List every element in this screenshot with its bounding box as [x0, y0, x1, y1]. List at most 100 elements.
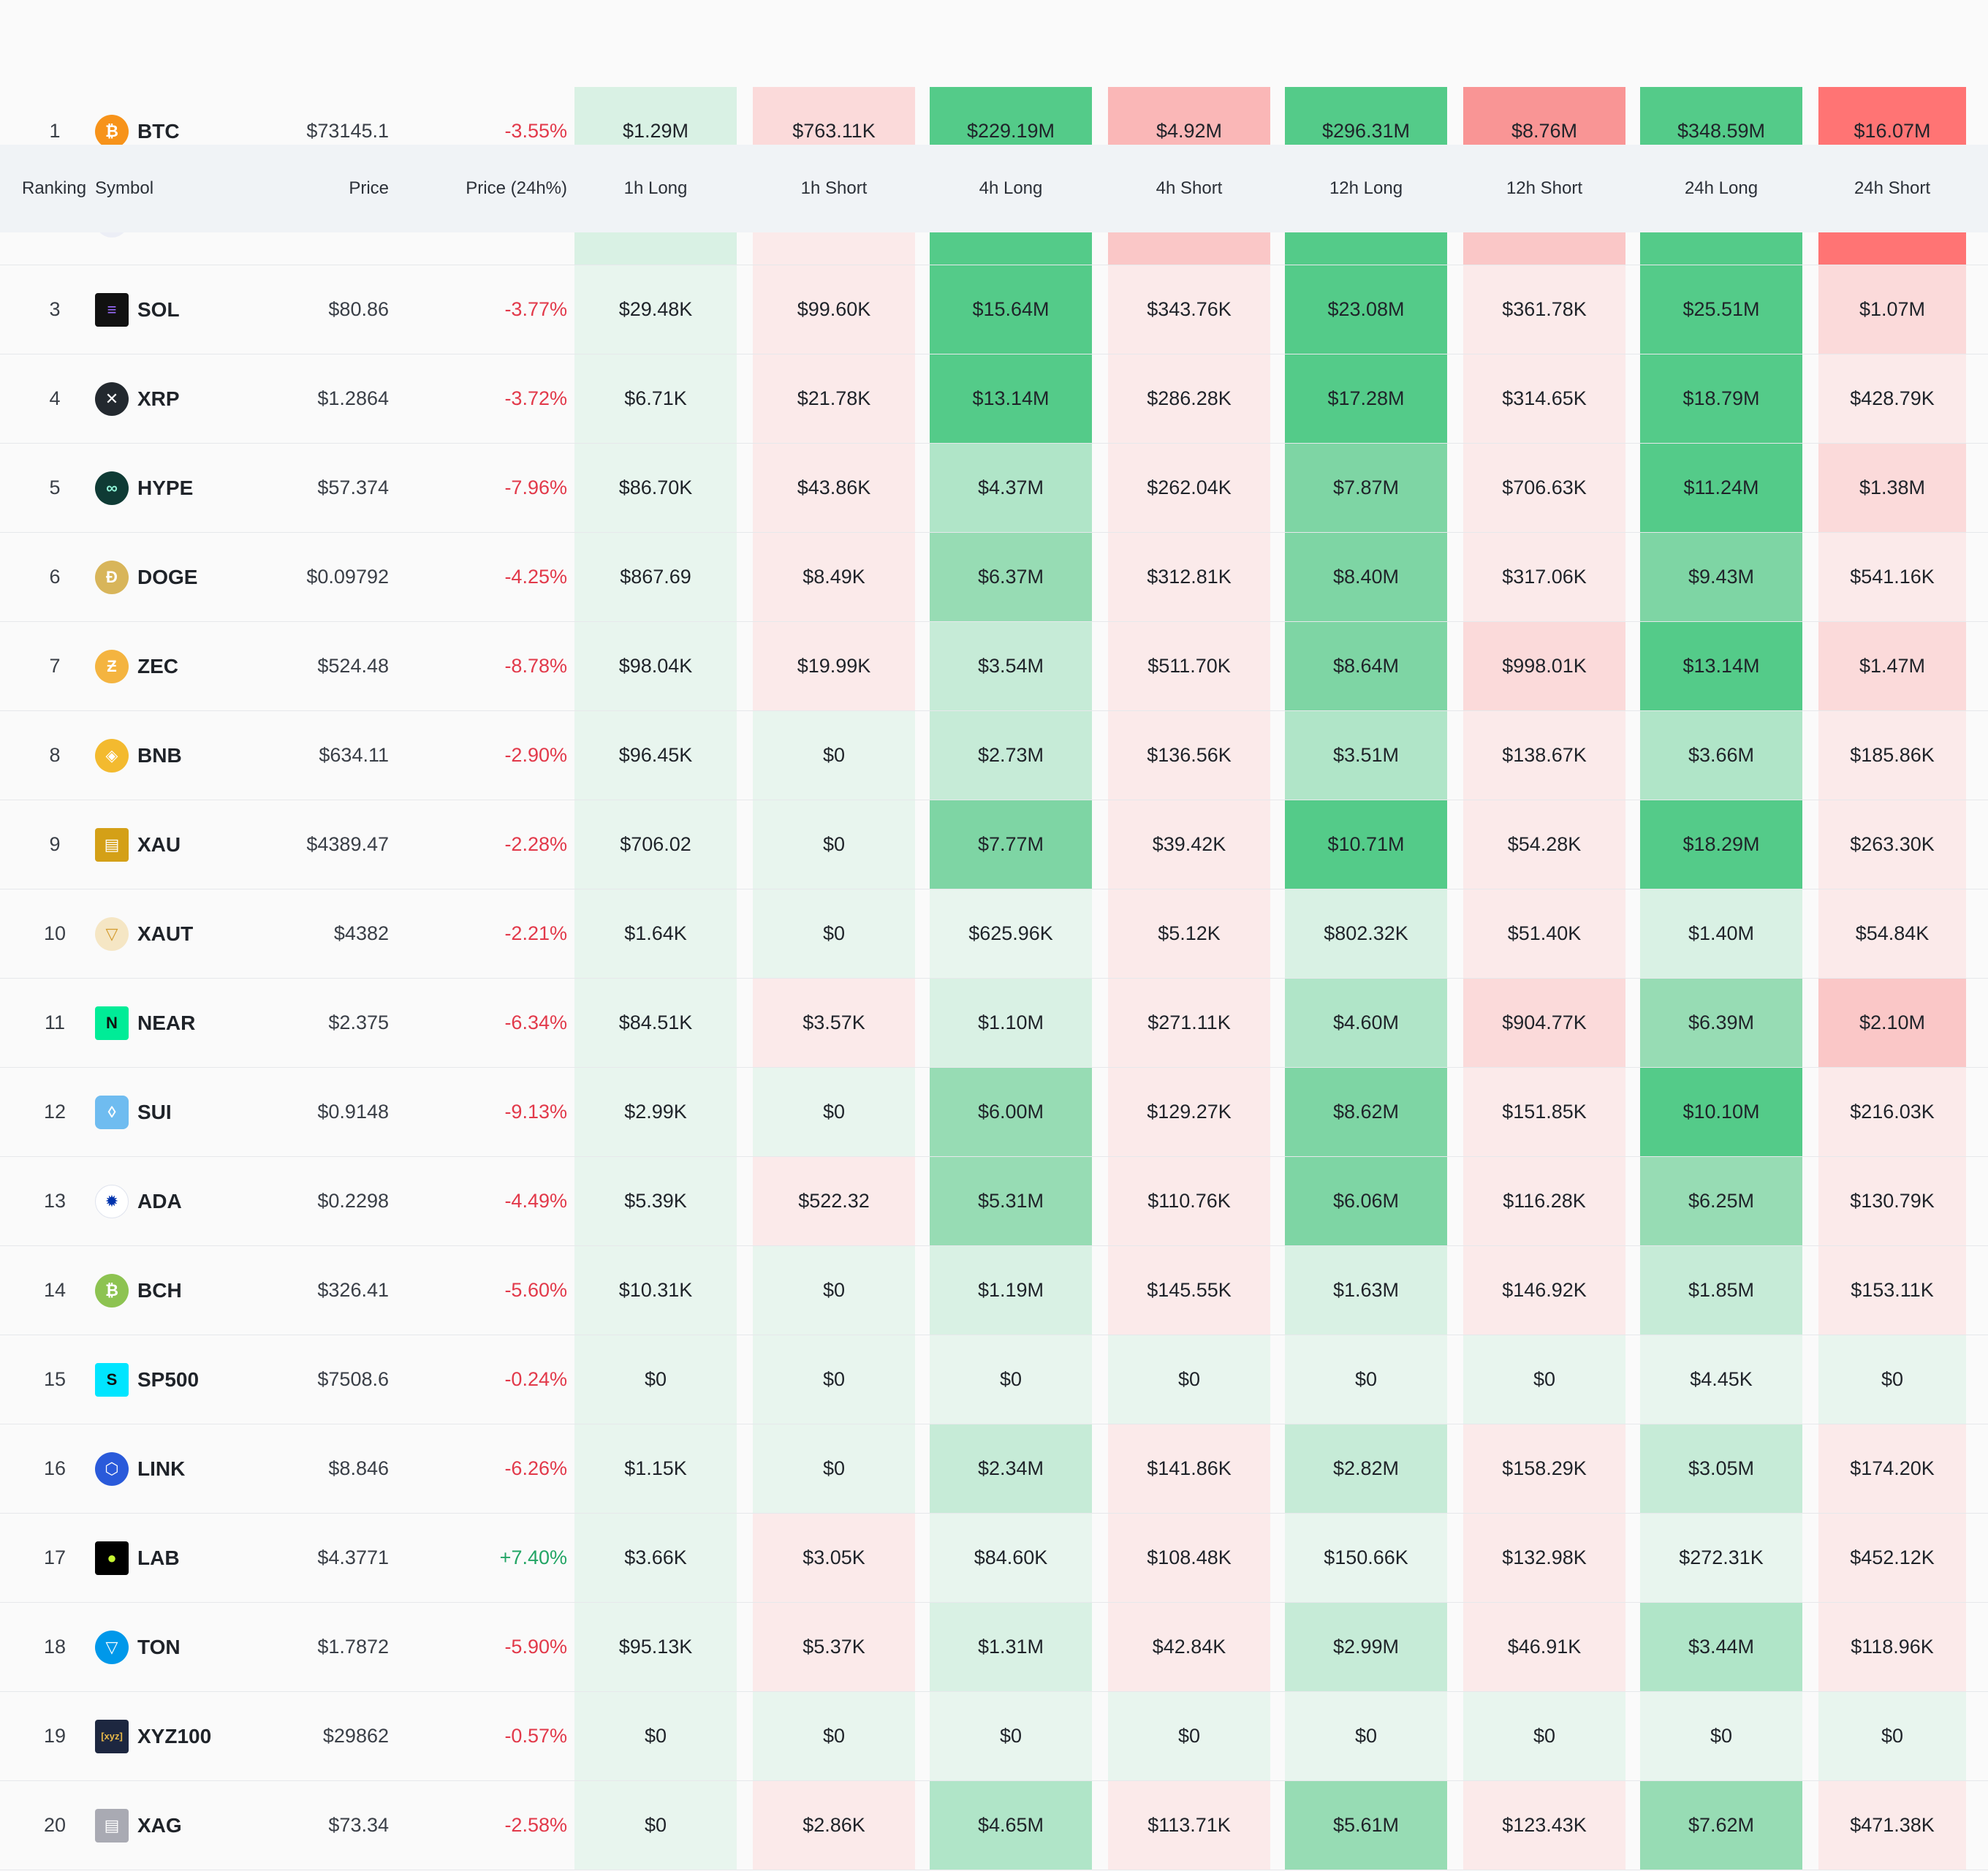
symbol-cell[interactable]: ₿ BTC: [95, 87, 278, 175]
price-change-cell: +7.40%: [499, 1546, 567, 1568]
table-row[interactable]: 6 Ð DOGE $0.09792 -4.25% $867.69 $8.49K $6.37M $…: [0, 533, 1988, 622]
table-row[interactable]: 7 Ƶ ZEC $524.48 -8.78% $98.04K $19.99K $3.54M $5…: [0, 622, 1988, 711]
rank-cell: 6: [49, 566, 61, 588]
table-row[interactable]: 10 ▽ XAUT $4382 -2.21% $1.64K $0 $625.96K $5.12K…: [0, 889, 1988, 979]
12h-long-cell: $8.64M: [1285, 622, 1447, 710]
4h-short-cell: $141.86K: [1108, 1424, 1270, 1513]
symbol-cell[interactable]: ✹ ADA: [95, 1157, 278, 1245]
symbol-label: LINK: [137, 1457, 186, 1480]
symbol-cell[interactable]: ₿ BCH: [95, 1246, 278, 1335]
table-row[interactable]: 19 [xyz] XYZ100 $29862 -0.57% $0 $0 $0 $0 $0 $0 $0 $…: [0, 1692, 1988, 1781]
1h-short-cell: $0: [753, 1335, 915, 1424]
24h-short-cell: $1.38M: [1818, 444, 1966, 532]
4h-long-cell: $1.10M: [930, 979, 1092, 1067]
symbol-cell[interactable]: ◊ SUI: [95, 1068, 278, 1156]
header-price[interactable]: Price: [349, 178, 389, 198]
symbol-cell[interactable]: N NEAR: [95, 979, 278, 1067]
symbol-cell[interactable]: ▤ XAU: [95, 800, 278, 889]
1h-long-cell: $706.02: [574, 800, 737, 889]
symbol-cell[interactable]: ◈ BNB: [95, 711, 278, 800]
symbol-cell[interactable]: ≡ SOL: [95, 265, 278, 354]
12h-short-cell: $904.77K: [1463, 979, 1625, 1067]
24h-short-cell: $185.86K: [1818, 711, 1966, 800]
24h-short-cell: $174.20K: [1818, 1424, 1966, 1513]
symbol-cell[interactable]: Ð DOGE: [95, 533, 278, 621]
ton-icon: ▽: [95, 1630, 129, 1664]
header-4h-long[interactable]: 4h Long: [979, 178, 1043, 198]
sol-icon: ≡: [95, 292, 129, 327]
1h-short-cell: $19.99K: [753, 622, 915, 710]
header-24h-long[interactable]: 24h Long: [1684, 178, 1759, 198]
table-row[interactable]: 13 ✹ ADA $0.2298 -4.49% $5.39K $522.32 $5.31M $1…: [0, 1157, 1988, 1246]
12h-short-cell: $116.28K: [1463, 1157, 1625, 1245]
table-row[interactable]: 16 ⬡ LINK $8.846 -6.26% $1.15K $0 $2.34M $141.86…: [0, 1424, 1988, 1514]
symbol-cell[interactable]: [xyz] XYZ100: [95, 1692, 278, 1780]
price-cell: $0.09792: [306, 566, 389, 588]
4h-short-cell: $39.42K: [1108, 800, 1270, 889]
header-1h-short[interactable]: 1h Short: [800, 178, 868, 198]
symbol-cell[interactable]: ▤ XAG: [95, 1781, 278, 1870]
price-cell: $4389.47: [306, 833, 389, 855]
table-header: Ranking Symbol Price Price (24h%) 1h Lon…: [0, 145, 1988, 232]
price-cell: $7508.6: [317, 1368, 389, 1390]
table-row[interactable]: 4 ✕ XRP $1.2864 -3.72% $6.71K $21.78K $13.14M $2…: [0, 354, 1988, 444]
12h-long-cell: $2.99M: [1285, 1603, 1447, 1691]
4h-short-cell: $129.27K: [1108, 1068, 1270, 1156]
1h-long-cell: $3.66K: [574, 1514, 737, 1602]
symbol-cell[interactable]: ✕ XRP: [95, 354, 278, 443]
header-12h-short[interactable]: 12h Short: [1506, 178, 1583, 198]
ada-icon: ✹: [95, 1184, 129, 1218]
4h-long-cell: $13.14M: [930, 354, 1092, 443]
table-row[interactable]: 17 ● LAB $4.3771 +7.40% $3.66K $3.05K $84.60K $1…: [0, 1514, 1988, 1603]
1h-long-cell: $0: [574, 1781, 737, 1870]
rank-cell: 8: [49, 744, 61, 766]
symbol-label: HYPE: [137, 477, 194, 499]
symbol-cell[interactable]: ● LAB: [95, 1514, 278, 1602]
header-symbol[interactable]: Symbol: [95, 178, 154, 198]
table-row[interactable]: 11 N NEAR $2.375 -6.34% $84.51K $3.57K $1.10M $2…: [0, 979, 1988, 1068]
symbol-cell[interactable]: ▽ TON: [95, 1603, 278, 1691]
price-change-cell: -6.26%: [504, 1457, 567, 1479]
symbol-cell[interactable]: Ƶ ZEC: [95, 622, 278, 710]
1h-long-cell: $1.15K: [574, 1424, 737, 1513]
price-change-cell: -3.55%: [504, 120, 567, 142]
1h-long-cell: $5.39K: [574, 1157, 737, 1245]
12h-long-cell: $2.82M: [1285, 1424, 1447, 1513]
header-price-change[interactable]: Price (24h%): [466, 178, 567, 198]
symbol-cell[interactable]: ⬡ LINK: [95, 1424, 278, 1513]
table-row[interactable]: 9 ▤ XAU $4389.47 -2.28% $706.02 $0 $7.77M $39.42…: [0, 800, 1988, 889]
1h-short-cell: $3.57K: [753, 979, 915, 1067]
header-ranking[interactable]: Ranking: [22, 178, 87, 198]
header-12h-long[interactable]: 12h Long: [1329, 178, 1403, 198]
24h-long-cell: $18.79M: [1640, 354, 1802, 443]
12h-long-cell: $1.63M: [1285, 1246, 1447, 1335]
header-1h-long[interactable]: 1h Long: [623, 178, 688, 198]
table-row[interactable]: 20 ▤ XAG $73.34 -2.58% $0 $2.86K $4.65M $113.71K…: [0, 1781, 1988, 1870]
symbol-cell[interactable]: S SP500: [95, 1335, 278, 1424]
rank-cell: 20: [43, 1814, 67, 1836]
price-cell: $634.11: [319, 744, 389, 766]
symbol-label: SUI: [137, 1101, 172, 1123]
price-cell: $4382: [333, 922, 389, 944]
symbol-cell[interactable]: ▽ XAUT: [95, 889, 278, 978]
price-change-cell: -3.77%: [504, 298, 567, 320]
1h-short-cell: $522.32: [753, 1157, 915, 1245]
24h-long-cell: $0: [1640, 1692, 1802, 1780]
table-row[interactable]: 12 ◊ SUI $0.9148 -9.13% $2.99K $0 $6.00M $129.27…: [0, 1068, 1988, 1157]
sui-icon: ◊: [95, 1095, 129, 1129]
zec-icon: Ƶ: [95, 649, 129, 683]
table-row[interactable]: 14 ₿ BCH $326.41 -5.60% $10.31K $0 $1.19M $145.5…: [0, 1246, 1988, 1335]
1h-short-cell: $0: [753, 1692, 915, 1780]
price-change-cell: -4.49%: [504, 1190, 567, 1212]
table-row[interactable]: 3 ≡ SOL $80.86 -3.77% $29.48K $99.60K $15.64M $3…: [0, 265, 1988, 354]
header-24h-short[interactable]: 24h Short: [1854, 178, 1931, 198]
symbol-label: BNB: [137, 744, 182, 767]
rank-cell: 1: [49, 120, 61, 142]
header-4h-short[interactable]: 4h Short: [1156, 178, 1223, 198]
table-row[interactable]: 8 ◈ BNB $634.11 -2.90% $96.45K $0 $2.73M $136.56…: [0, 711, 1988, 800]
table-row[interactable]: 5 ∞ HYPE $57.374 -7.96% $86.70K $43.86K $4.37M $…: [0, 444, 1988, 533]
table-row[interactable]: 18 ▽ TON $1.7872 -5.90% $95.13K $5.37K $1.31M $4…: [0, 1603, 1988, 1692]
symbol-cell[interactable]: ∞ HYPE: [95, 444, 278, 532]
table-row[interactable]: 15 S SP500 $7508.6 -0.24% $0 $0 $0 $0 $0 $0 $4.45K $…: [0, 1335, 1988, 1424]
